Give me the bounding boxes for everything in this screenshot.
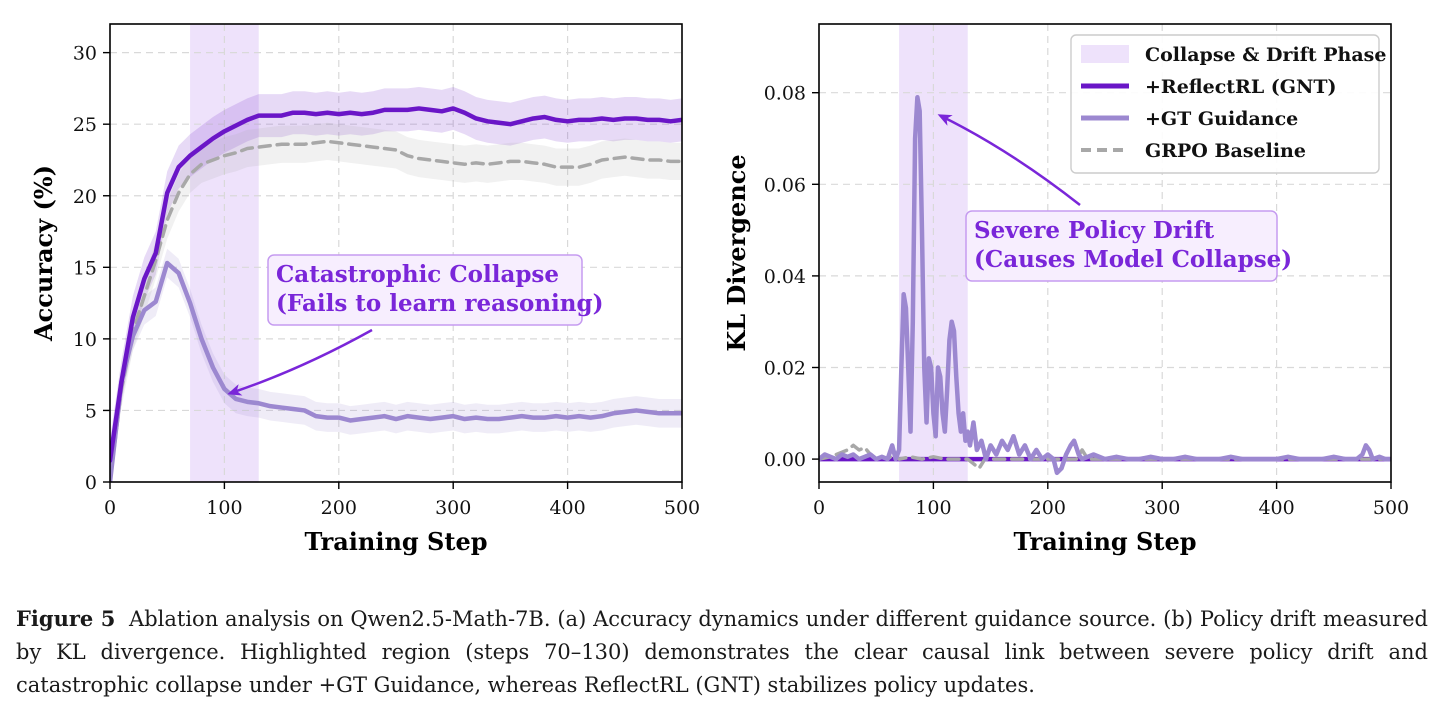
y-tick-label: 0.08 <box>764 83 806 105</box>
legend-swatch-phase <box>1081 45 1129 63</box>
x-tick-label: 500 <box>1373 497 1409 519</box>
legend-box <box>1070 34 1380 174</box>
gt-guidance-line <box>110 260 682 482</box>
accuracy-x-axis-label: Training Step <box>304 527 487 556</box>
collapse-annotation-arrow <box>227 328 373 396</box>
y-tick-label: 0.02 <box>764 358 806 380</box>
accuracy-chart: 0 100 200 300 400 500 0 5 10 15 20 25 30 Training St… <box>29 23 700 556</box>
y-tick-label: 5 <box>85 400 97 422</box>
kl-x-axis-label: Training Step <box>1013 527 1196 556</box>
y-tick-label: 0.06 <box>764 174 806 196</box>
drift-annotation-text: Severe Policy Drift <box>974 217 1215 244</box>
x-tick-label: 100 <box>206 497 242 519</box>
x-tick-label: 200 <box>1030 497 1066 519</box>
drift-annotation-text: (Causes Model Collapse) <box>974 246 1292 273</box>
gt-guidance-line <box>819 95 1391 476</box>
x-tick-label: 100 <box>915 497 951 519</box>
collapse-annotation-box <box>267 254 583 326</box>
x-tick-label: 0 <box>104 497 116 519</box>
x-tick-label: 400 <box>549 497 585 519</box>
grpo-baseline-line <box>110 139 682 482</box>
caption-text: Ablation analysis on Qwen2.5-Math-7B. (a… <box>16 607 1428 697</box>
x-tick-label: 200 <box>321 497 357 519</box>
figure-canvas: 0 100 200 300 400 500 0 5 10 15 20 25 30 Training St… <box>29 23 1409 556</box>
figure-caption: Figure 5 Ablation analysis on Qwen2.5-Ma… <box>16 602 1428 702</box>
drift-annotation-arrow <box>937 114 1081 206</box>
y-tick-label: 30 <box>73 43 97 65</box>
x-tick-label: 0 <box>813 497 825 519</box>
reflectrl-gnt-line <box>110 106 682 463</box>
x-tick-label: 300 <box>435 497 471 519</box>
kl-y-axis-label: KL Divergence <box>722 154 751 351</box>
y-tick-label: 25 <box>73 114 97 136</box>
grpo-baseline-line <box>819 443 1391 471</box>
y-tick-label: 0.00 <box>764 449 806 471</box>
y-tick-label: 20 <box>73 186 97 208</box>
reflectrl-gnt-confidence-band <box>110 86 682 482</box>
y-tick-label: 0 <box>85 472 97 494</box>
x-tick-label: 300 <box>1144 497 1180 519</box>
legend-label: +GT Guidance <box>1145 108 1298 130</box>
drift-annotation-box <box>965 210 1278 282</box>
accuracy-y-axis-label: Accuracy (%) <box>29 165 58 342</box>
legend-label: +ReflectRL (GNT) <box>1145 76 1337 98</box>
x-tick-label: 500 <box>664 497 700 519</box>
kl-plot-frame <box>818 23 1392 483</box>
caption-label: Figure 5 <box>16 606 116 631</box>
legend-label: Collapse & Drift Phase <box>1145 44 1386 66</box>
kl-divergence-chart: 0 100 200 300 400 500 0.00 0.02 0.04 0.06 0.08 Tra… <box>722 23 1409 556</box>
collapse-annotation-text: (Fails to learn reasoning) <box>276 290 603 317</box>
x-tick-label: 400 <box>1258 497 1294 519</box>
gt-guidance-confidence-band <box>110 248 682 482</box>
accuracy-plot-frame <box>109 23 683 483</box>
y-tick-label: 10 <box>73 329 97 351</box>
legend-label: GRPO Baseline <box>1145 140 1306 162</box>
y-tick-label: 0.04 <box>764 266 806 288</box>
y-tick-label: 15 <box>73 257 97 279</box>
collapse-annotation-text: Catastrophic Collapse <box>276 261 559 288</box>
